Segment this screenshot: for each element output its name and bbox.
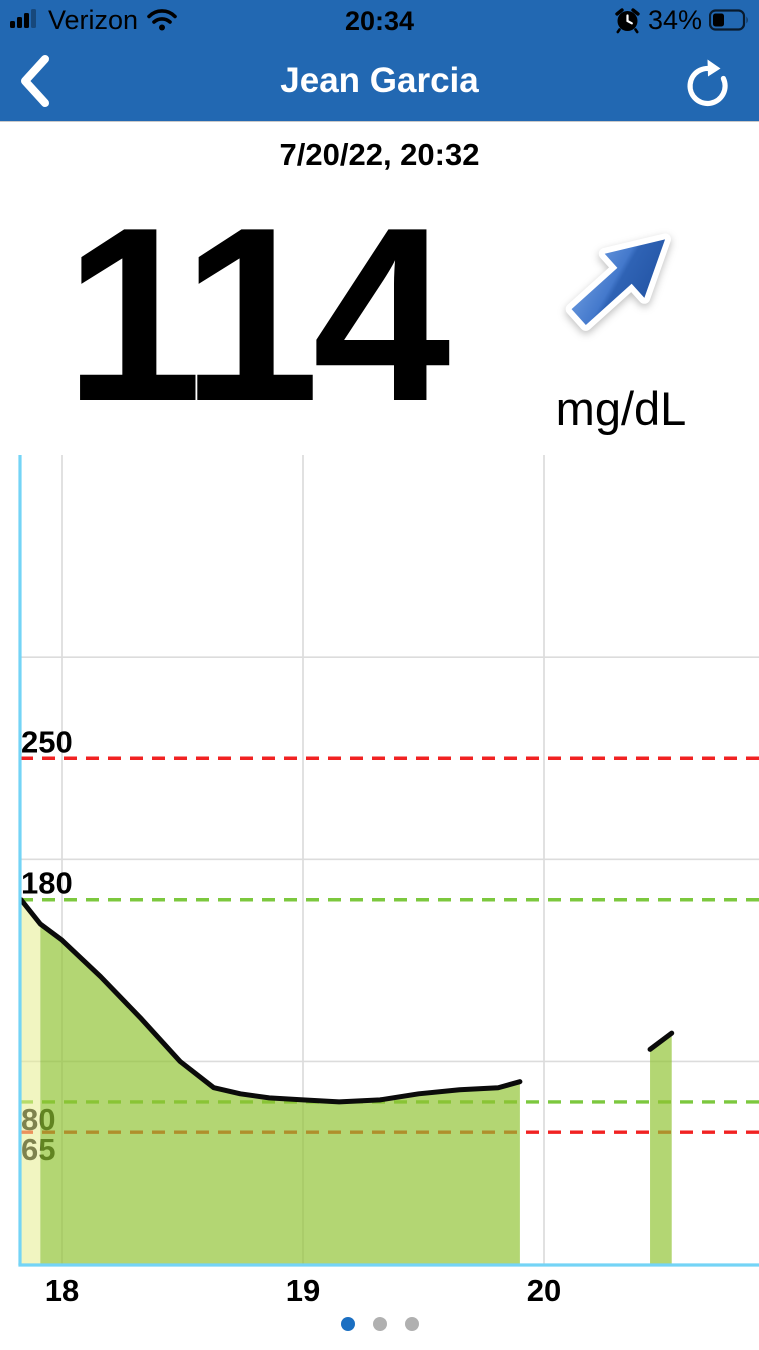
glucose-area-fill (40, 924, 520, 1265)
status-right: 34% (614, 0, 751, 40)
refresh-icon (687, 59, 728, 107)
glucose-unit: mg/dL (555, 382, 687, 435)
glucose-trace (18, 897, 523, 1105)
battery-icon (709, 9, 748, 31)
chevron-left-icon (21, 55, 49, 107)
status-left: Verizon (10, 0, 178, 40)
x-tick-label: 19 (286, 1273, 320, 1308)
carrier-label: Verizon (48, 4, 139, 35)
status-time: 20:34 (344, 6, 415, 36)
battery-percent: 34% (647, 4, 702, 35)
page-dot-3[interactable] (404, 1317, 419, 1331)
page-dot-1[interactable] (340, 1317, 355, 1331)
glucose-trace-recent (647, 1030, 675, 1052)
alarm-icon (615, 7, 640, 33)
threshold-label-180: 180 (21, 866, 73, 901)
page-title: Jean Garcia (280, 61, 479, 100)
trend-arrow-icon (565, 233, 671, 331)
x-tick-label: 20 (527, 1273, 561, 1308)
glucose-chart[interactable]: 2501808065181920 (0, 455, 759, 1315)
page-dot-2[interactable] (372, 1317, 387, 1331)
cellular-signal-icon (10, 9, 36, 28)
x-tick-label: 18 (45, 1273, 79, 1308)
glucose-area-fill-recent (650, 1033, 672, 1265)
back-button[interactable] (16, 53, 56, 109)
glucose-value: 114 (64, 175, 450, 453)
threshold-label-250: 250 (21, 724, 73, 759)
highlight-band (21, 899, 41, 1265)
nav-bar: Jean Garcia (0, 40, 759, 122)
status-bar: Verizon 20:34 34% (0, 0, 759, 40)
wifi-icon (147, 9, 177, 31)
page-indicator (0, 1317, 759, 1331)
reading-timestamp: 7/20/22, 20:32 (279, 137, 480, 172)
refresh-button[interactable] (681, 56, 731, 110)
